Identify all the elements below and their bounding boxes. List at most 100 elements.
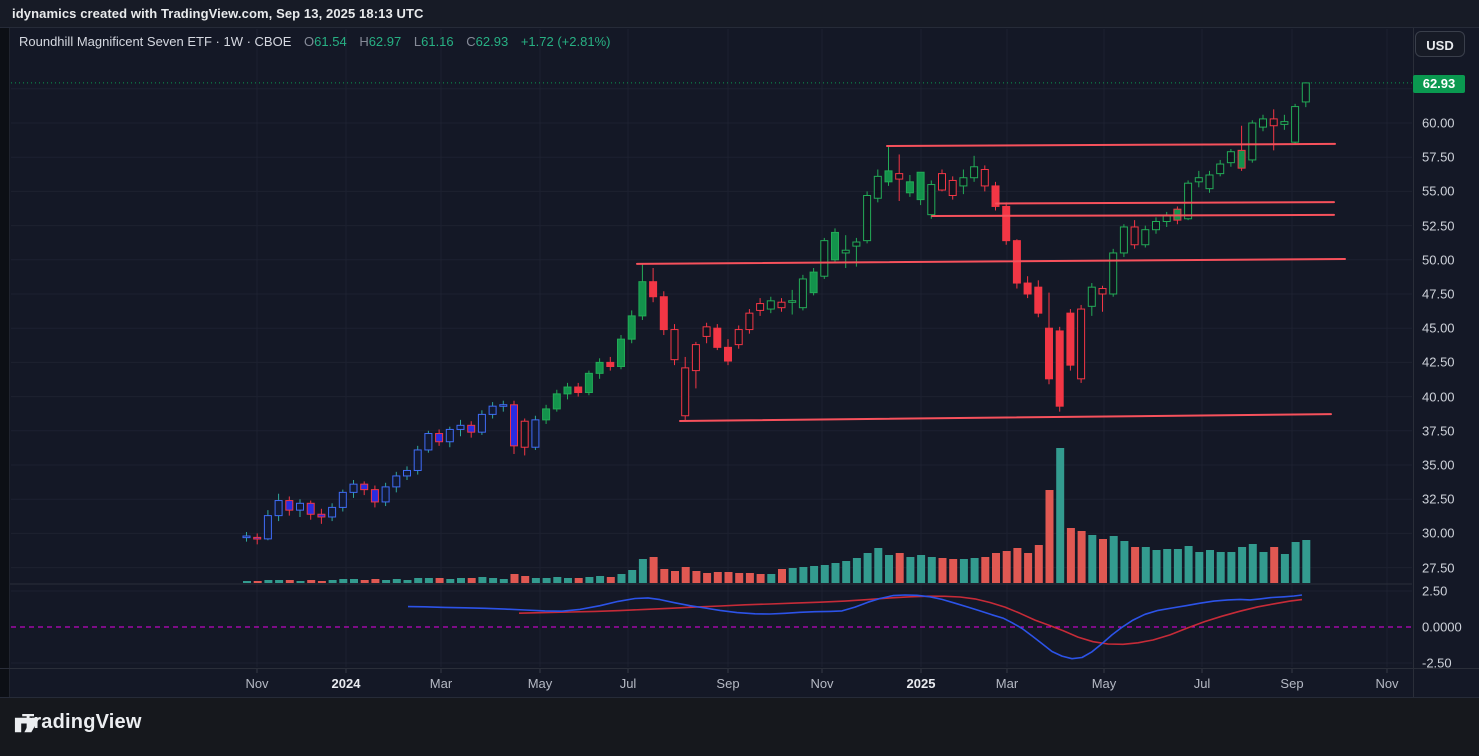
volume-bar xyxy=(574,578,583,583)
currency-toggle-button[interactable]: USD xyxy=(1415,31,1465,57)
volume-bar xyxy=(542,578,551,583)
candle-body xyxy=(1077,308,1086,380)
volume-bar xyxy=(1066,528,1075,583)
price-tick-label: 37.50 xyxy=(1422,423,1455,439)
candle-body xyxy=(702,326,711,337)
osc-tick-label: -2.50 xyxy=(1422,655,1452,671)
volume-bar xyxy=(585,577,594,583)
candle-body xyxy=(1280,121,1289,125)
volume-bar xyxy=(264,580,273,583)
volume-bar xyxy=(371,579,380,583)
volume-bar xyxy=(1077,531,1086,583)
volume-bar xyxy=(906,557,915,583)
time-axis-label: Sep xyxy=(716,676,740,691)
volume-bar xyxy=(1034,545,1043,583)
volume-bar xyxy=(596,576,605,583)
volume-bar xyxy=(1184,546,1193,583)
symbol-legend[interactable]: Roundhill Magnificent Seven ETF · 1W · C… xyxy=(19,34,610,54)
volume-bar xyxy=(1259,552,1268,583)
price-axis[interactable]: 60.00 57.50 55.00 52.50 50.00 47.50 45.00 42.50… xyxy=(1413,28,1479,697)
candle-body xyxy=(617,338,625,368)
candle-body xyxy=(627,315,636,340)
candle-body xyxy=(916,171,925,201)
volume-bar xyxy=(959,559,968,583)
volume-bar xyxy=(564,578,572,583)
price-tick-label: 57.50 xyxy=(1422,149,1455,165)
trendline[interactable] xyxy=(931,213,1335,218)
volume-bar xyxy=(467,578,476,583)
price-tick-label: 52.50 xyxy=(1422,218,1455,234)
volume-bar xyxy=(1195,552,1204,583)
trendline[interactable] xyxy=(679,413,1332,422)
candle-body xyxy=(392,475,401,488)
volume-bar xyxy=(499,579,508,583)
candle-body xyxy=(360,483,369,491)
trendline[interactable] xyxy=(995,201,1335,205)
candle-body xyxy=(1269,118,1278,127)
candle-body xyxy=(531,419,540,448)
volume-bar xyxy=(885,555,893,583)
symbol-title: Roundhill Magnificent Seven ETF · 1W · C… xyxy=(19,34,292,49)
trendline[interactable] xyxy=(886,142,1336,147)
osc-tick-label: 0.0000 xyxy=(1422,619,1462,635)
volume-bar xyxy=(949,559,958,583)
osc-signal-line xyxy=(518,595,1303,646)
volume-bar xyxy=(671,571,679,583)
volume-bar xyxy=(478,577,487,583)
time-axis-label: 2025 xyxy=(906,676,936,691)
volume-bar xyxy=(692,571,701,583)
candle-body xyxy=(584,372,593,393)
tradingview-logo[interactable]: TradingView xyxy=(13,711,142,734)
trendline[interactable] xyxy=(636,257,1346,265)
volume-bar xyxy=(307,580,316,583)
volume-bar xyxy=(1120,541,1129,583)
price-tick-label: 47.50 xyxy=(1422,286,1455,302)
volume-bar xyxy=(895,553,904,583)
volume-bar xyxy=(703,573,712,583)
volume-bar xyxy=(820,565,829,583)
volume-bar xyxy=(927,557,936,583)
volume-bar xyxy=(350,579,358,583)
candle-body xyxy=(1291,106,1300,143)
candle-body xyxy=(1259,118,1267,128)
volume-bar xyxy=(403,580,412,583)
volume-bar xyxy=(724,572,733,583)
osc-macd-line xyxy=(407,594,1303,660)
volume-bar xyxy=(510,574,519,583)
candle-body xyxy=(756,303,765,311)
volume-bar xyxy=(606,577,615,583)
price-tick-label: 55.00 xyxy=(1422,183,1455,199)
candle-body xyxy=(852,241,861,247)
volume-bar xyxy=(553,577,562,583)
candle-body xyxy=(724,346,732,362)
volume-bar xyxy=(1280,554,1289,583)
candle-body xyxy=(1130,226,1139,246)
time-axis[interactable]: Nov 2024 Mar May Jul Sep Nov 2025 Mar May Jul Sep No… xyxy=(0,668,1479,697)
price-tick-label: 32.50 xyxy=(1422,491,1455,507)
volume-bar xyxy=(842,561,851,583)
candle-body xyxy=(467,424,476,433)
volume-bar xyxy=(531,578,540,583)
volume-bar xyxy=(328,580,337,583)
candle-body xyxy=(1119,226,1128,254)
volume-bar xyxy=(745,573,754,583)
time-axis-label: Sep xyxy=(1280,676,1304,691)
volume-bar xyxy=(1024,553,1033,583)
volume-bar xyxy=(852,558,861,583)
candle-body xyxy=(659,296,668,331)
volume-bar xyxy=(810,566,819,583)
volume-bar xyxy=(992,553,1000,583)
volume-bar xyxy=(1238,547,1247,583)
volume-bar xyxy=(1227,552,1236,583)
candle-body xyxy=(242,535,251,539)
volume-bar xyxy=(831,563,840,583)
candle-body xyxy=(1152,220,1160,231)
attribution-bar: idynamics created with TradingView.com, … xyxy=(0,0,1479,28)
last-price-badge: 62.93 xyxy=(1413,75,1465,93)
candle-body xyxy=(734,329,743,346)
volume-bar xyxy=(1152,550,1161,583)
price-tick-label: 30.00 xyxy=(1422,525,1455,541)
volume-bar xyxy=(1173,549,1182,583)
time-axis-label: May xyxy=(1091,676,1117,691)
